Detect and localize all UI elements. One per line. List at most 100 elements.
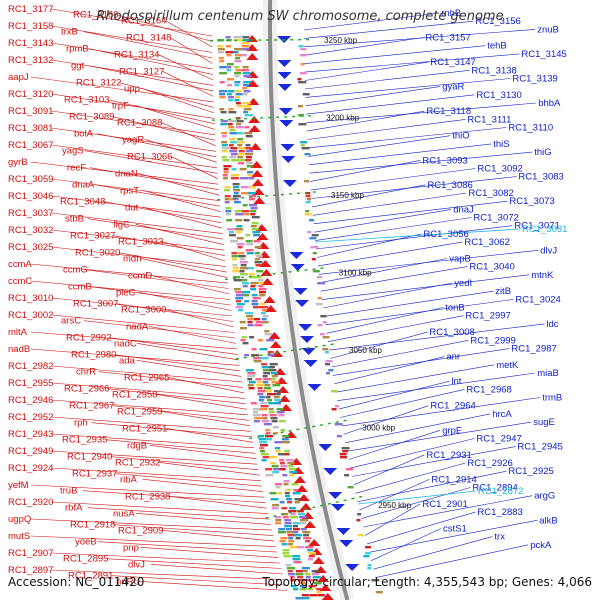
feature-block (296, 510, 304, 513)
forward-gene-label: recF (67, 163, 86, 174)
feature-block (254, 252, 260, 255)
reverse-gene-label: gyaR (442, 82, 464, 93)
feature-block (228, 111, 237, 114)
feature-block (250, 288, 257, 291)
reverse-gene-arrow (280, 144, 295, 151)
feature-block (285, 489, 292, 492)
reverse-leader-line (305, 78, 511, 98)
feature-block (299, 582, 306, 585)
forward-gene-arrow (250, 161, 263, 168)
reverse-gene-label: RC1_2947 (476, 434, 521, 445)
forward-leader-line (165, 428, 254, 443)
forward-leader-line (90, 286, 231, 306)
feature-block (249, 276, 257, 279)
feature-block (227, 78, 234, 81)
feature-block (299, 588, 308, 591)
feature-block (271, 381, 280, 384)
forward-leader-line (51, 416, 251, 432)
forward-gene-label: RC1_3091 (8, 106, 53, 117)
feature-block (262, 456, 271, 459)
feature-block (253, 411, 259, 414)
feature-block (294, 501, 300, 504)
feature-block (245, 153, 254, 156)
feature-block (230, 240, 238, 243)
feature-block (238, 255, 246, 258)
feature-block (221, 156, 227, 159)
reverse-leader-line (304, 53, 520, 73)
feature-block (288, 510, 297, 513)
feature-block (271, 465, 279, 468)
forward-leader-line (150, 275, 230, 295)
reverse-gene-arrow (277, 72, 292, 79)
feature-block (224, 186, 231, 189)
feature-block (285, 564, 292, 567)
feature-block (236, 123, 242, 126)
feature-block (347, 486, 354, 489)
feature-block (252, 231, 261, 234)
feature-block (324, 351, 329, 354)
feature-block (243, 111, 249, 114)
reverse-gene-label: RC1_3147 (430, 57, 475, 68)
forward-gene-label: trxB (61, 27, 78, 38)
feature-block (240, 177, 249, 180)
feature-block (245, 135, 253, 138)
feature-block (221, 132, 228, 135)
reverse-leader-line (316, 225, 513, 250)
feature-block (236, 231, 242, 234)
feature-block (260, 408, 268, 411)
scale-tick-mark (264, 434, 269, 437)
forward-gene-arrow (259, 260, 272, 267)
feature-block (249, 195, 257, 198)
feature-block (235, 228, 243, 231)
reverse-leader-line (340, 389, 465, 418)
feature-block (283, 555, 292, 558)
reverse-leader-line (330, 331, 428, 359)
feature-block (227, 228, 235, 231)
feature-block (276, 408, 284, 411)
map-title: Rhodospirillum centenum SW chromosome, c… (96, 9, 504, 24)
reverse-leader-line (315, 217, 472, 241)
feature-block (277, 492, 283, 495)
feature-block (278, 453, 286, 456)
scale-tick-mark (249, 437, 253, 440)
feature-block (283, 483, 289, 486)
feature-block (244, 354, 250, 357)
feature-block (242, 93, 248, 96)
feature-block (245, 147, 254, 150)
feature-block (269, 492, 277, 495)
forward-leader-line (30, 331, 237, 350)
forward-gene-label: RC1_3033 (118, 236, 163, 247)
forward-leader-line (160, 411, 250, 427)
feature-block (305, 210, 310, 213)
feature-block (245, 159, 252, 162)
forward-leader-line (136, 360, 242, 377)
feature-block (299, 72, 307, 75)
feature-block (265, 396, 271, 399)
feature-block (335, 405, 339, 408)
feature-block (246, 252, 254, 255)
feature-block (224, 195, 231, 198)
forward-gene-label: stbB (65, 214, 84, 225)
feature-block (261, 363, 268, 366)
forward-leader-line (51, 212, 223, 234)
forward-leader-line (138, 581, 287, 591)
feature-block (280, 537, 288, 540)
feature-block (278, 414, 285, 417)
feature-block (238, 150, 245, 153)
feature-block (279, 501, 285, 504)
forward-gene-label: RC1_3067 (8, 140, 53, 151)
feature-block (240, 192, 249, 195)
reverse-gene-label: RC1_2997 (465, 311, 510, 322)
forward-leader-line (113, 524, 274, 536)
reverse-leader-line (307, 127, 507, 149)
feature-block (298, 81, 307, 84)
forward-leader-line (164, 309, 234, 328)
feature-block (281, 507, 288, 510)
feature-block (265, 468, 273, 471)
reverse-gene-label: trmB (542, 393, 562, 404)
reverse-leader-line (338, 380, 450, 410)
feature-block (245, 234, 251, 237)
feature-block (235, 90, 242, 93)
forward-gene-label: RC1_2924 (8, 463, 53, 474)
feature-block (225, 207, 232, 210)
